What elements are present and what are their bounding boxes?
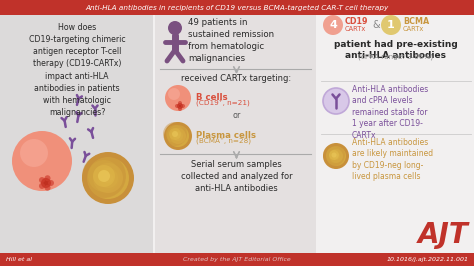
Circle shape	[329, 149, 343, 163]
Text: AJT: AJT	[418, 221, 469, 249]
Text: 10.1016/j.ajt.2022.11.001: 10.1016/j.ajt.2022.11.001	[387, 257, 469, 262]
Circle shape	[172, 131, 178, 137]
Circle shape	[93, 163, 123, 193]
Circle shape	[329, 150, 339, 160]
Text: CARTx: CARTx	[403, 26, 424, 32]
Circle shape	[82, 154, 126, 198]
Circle shape	[173, 131, 183, 141]
Text: (CD19⁺, n=21): (CD19⁺, n=21)	[196, 100, 250, 107]
Circle shape	[332, 152, 340, 160]
Circle shape	[326, 146, 346, 166]
Circle shape	[175, 134, 181, 139]
Circle shape	[323, 143, 349, 169]
Circle shape	[20, 139, 48, 167]
Text: Anti-HLA antibodies in recipients of CD19 versus BCMA-targeted CAR-T cell therap: Anti-HLA antibodies in recipients of CD1…	[85, 5, 389, 11]
Circle shape	[331, 152, 337, 157]
Text: Hill et al: Hill et al	[6, 257, 32, 262]
Circle shape	[48, 180, 54, 186]
Circle shape	[41, 178, 51, 188]
Text: Anti-HLA antibodies
and cPRA levels
remained stable for
1 year after CD19-
CARTx: Anti-HLA antibodies and cPRA levels rema…	[352, 85, 428, 140]
Circle shape	[98, 170, 110, 182]
Text: B cells: B cells	[196, 93, 228, 102]
Text: patient had pre-existing
anti-HLA antibodies: patient had pre-existing anti-HLA antibo…	[334, 40, 458, 60]
Circle shape	[88, 160, 120, 192]
Circle shape	[168, 21, 182, 35]
Circle shape	[175, 104, 179, 108]
Circle shape	[98, 168, 118, 188]
Text: CD19: CD19	[345, 18, 368, 27]
Circle shape	[164, 122, 192, 150]
Circle shape	[181, 104, 185, 108]
FancyBboxPatch shape	[318, 15, 474, 253]
Circle shape	[177, 103, 183, 109]
Circle shape	[93, 165, 115, 187]
Circle shape	[163, 122, 187, 146]
Circle shape	[169, 128, 181, 140]
Text: Anti-HLA antibodies
are likely maintained
by CD19-neg long-
lived plasma cells: Anti-HLA antibodies are likely maintaine…	[352, 138, 433, 181]
Text: (BCMA⁺, n=28): (BCMA⁺, n=28)	[196, 138, 251, 145]
Text: 4: 4	[329, 20, 337, 30]
Text: How does
CD19-targeting chimeric
antigen receptor T-cell
therapy (CD19-CARTx)
im: How does CD19-targeting chimeric antigen…	[29, 23, 125, 117]
Text: Created by the AJT Editorial Office: Created by the AJT Editorial Office	[183, 257, 291, 262]
Circle shape	[381, 15, 401, 35]
FancyBboxPatch shape	[155, 15, 316, 253]
Circle shape	[167, 125, 189, 147]
Circle shape	[170, 128, 186, 144]
Circle shape	[323, 88, 349, 114]
Text: Serial serum samples
collected and analyzed for
anti-HLA antibodies: Serial serum samples collected and analy…	[181, 160, 292, 193]
Circle shape	[323, 144, 345, 166]
Text: (cPRA range: 3-96%): (cPRA range: 3-96%)	[358, 54, 434, 60]
Circle shape	[12, 131, 72, 191]
Text: BCMA: BCMA	[403, 18, 429, 27]
FancyBboxPatch shape	[0, 0, 474, 15]
Text: Plasma cells: Plasma cells	[196, 131, 256, 140]
Text: or: or	[232, 111, 241, 120]
Circle shape	[45, 185, 51, 191]
Circle shape	[39, 183, 45, 189]
Text: received CARTx targeting:: received CARTx targeting:	[182, 74, 292, 83]
Circle shape	[178, 107, 182, 111]
Text: CARTx: CARTx	[345, 26, 366, 32]
Circle shape	[334, 154, 338, 158]
Circle shape	[82, 152, 134, 204]
Circle shape	[168, 88, 180, 100]
Circle shape	[323, 15, 343, 35]
Circle shape	[165, 85, 191, 111]
Circle shape	[166, 125, 184, 143]
Text: &: &	[372, 20, 380, 30]
Circle shape	[178, 101, 182, 105]
Circle shape	[103, 173, 113, 183]
Circle shape	[87, 157, 129, 199]
Circle shape	[45, 175, 51, 181]
Circle shape	[39, 177, 45, 183]
Text: 1: 1	[387, 20, 395, 30]
FancyBboxPatch shape	[0, 253, 474, 266]
Text: 49 patients in
sustained remission
from hematologic
malignancies: 49 patients in sustained remission from …	[188, 18, 274, 64]
FancyBboxPatch shape	[0, 15, 153, 253]
Circle shape	[326, 147, 342, 163]
